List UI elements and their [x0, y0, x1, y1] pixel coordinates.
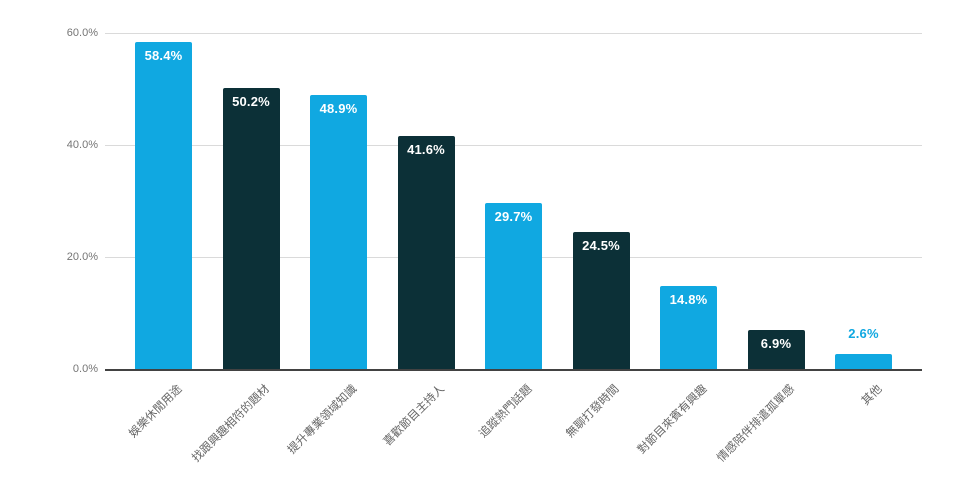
bar-8: [747, 330, 805, 369]
category-label: 情感陪伴排遣孤單感: [714, 383, 797, 465]
y-tick-label: 20.0%: [66, 251, 98, 263]
bar-2: [222, 87, 280, 369]
bar-9: [835, 354, 892, 369]
bar-value-label: 24.5%: [582, 237, 620, 253]
category-label: 找跟興趣相符的題材: [189, 383, 272, 465]
bar-3: [310, 95, 367, 369]
category-label: 無聊打發時間: [564, 383, 622, 441]
x-axis-line: [105, 369, 922, 371]
y-tick-label: 60.0%: [66, 27, 98, 39]
category-label: 提升專業領域知識: [285, 383, 359, 457]
y-tick-label: 0.0%: [72, 363, 98, 375]
bar-5: [485, 202, 542, 369]
category-label: 追蹤熱門話題: [476, 383, 534, 441]
y-tick-label: 40.0%: [66, 139, 98, 151]
bar-value-label: 50.2%: [232, 93, 270, 109]
category-label: 娛樂休閒用途: [126, 383, 184, 441]
bar-value-label: 2.6%: [848, 326, 879, 342]
bar-4: [397, 136, 455, 369]
category-label: 對節目來賓有興趣: [635, 383, 709, 457]
bar-value-label: 14.8%: [669, 292, 708, 308]
bar-value-label: 58.4%: [144, 47, 183, 63]
gridline: [105, 145, 922, 146]
category-label: 喜歡節目主持人: [381, 383, 447, 449]
gridline: [105, 33, 922, 34]
bar-value-label: 6.9%: [760, 336, 792, 352]
bar-1: [135, 41, 192, 369]
bar-value-label: 48.9%: [319, 101, 358, 117]
bar-6: [572, 231, 630, 369]
bar-value-label: 29.7%: [494, 208, 533, 224]
bar-value-label: 41.6%: [407, 142, 445, 158]
bar-7: [660, 286, 717, 369]
category-label: 其他: [859, 383, 884, 408]
